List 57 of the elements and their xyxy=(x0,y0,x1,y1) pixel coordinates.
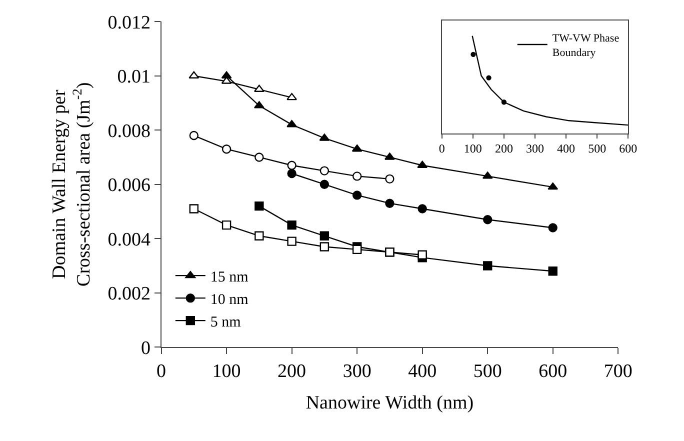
x-tick-label: 700 xyxy=(604,360,632,382)
legend-label: 5 nm xyxy=(210,314,242,330)
legend-label: 15 nm xyxy=(210,269,249,286)
legend-label: 10 nm xyxy=(210,292,249,308)
x-tick-label: 200 xyxy=(278,360,306,382)
y-tick-label: 0.002 xyxy=(108,284,150,304)
legend-label: TW-VW Phase Boundary xyxy=(552,32,620,59)
y-tick-label: 0.006 xyxy=(108,175,150,196)
point xyxy=(385,174,394,184)
x-tick-label: 0 xyxy=(438,142,445,156)
x-axis-title: Nanowire Width (nm) xyxy=(306,392,474,414)
point xyxy=(548,223,558,232)
point xyxy=(483,261,492,270)
point xyxy=(287,160,296,170)
point xyxy=(483,215,492,224)
point xyxy=(352,190,362,200)
point xyxy=(320,180,330,189)
x-tick-label: 0 xyxy=(156,360,166,382)
point xyxy=(320,166,330,176)
point xyxy=(287,168,296,178)
point xyxy=(286,92,298,100)
point xyxy=(352,172,362,181)
point xyxy=(189,204,199,214)
point xyxy=(189,130,199,140)
point xyxy=(254,231,264,240)
x-tick-label: 100 xyxy=(212,360,241,382)
x-tick-label: 300 xyxy=(342,360,372,382)
point xyxy=(352,244,362,254)
point xyxy=(222,220,232,230)
y-tick-label: 0.004 xyxy=(108,229,151,250)
y-tick-label: 0.012 xyxy=(108,12,150,34)
x-tick-label: 200 xyxy=(494,142,513,156)
point xyxy=(320,242,330,252)
point xyxy=(287,236,296,246)
point xyxy=(548,182,558,190)
point xyxy=(254,152,264,162)
x-tick-label: 500 xyxy=(588,142,606,156)
y-tick-label: 0.008 xyxy=(108,120,150,142)
x-tick-label: 300 xyxy=(526,142,544,156)
x-tick-label: 100 xyxy=(464,142,482,156)
x-tick-label: 600 xyxy=(538,360,568,382)
point xyxy=(385,198,394,208)
point xyxy=(320,231,330,240)
point xyxy=(352,144,362,152)
point xyxy=(254,84,264,92)
x-tick-label: 400 xyxy=(408,360,437,382)
point xyxy=(418,250,427,260)
point xyxy=(418,204,427,214)
point xyxy=(287,220,296,230)
x-tick-label: 600 xyxy=(619,142,638,156)
point xyxy=(222,144,232,154)
y-tick-label: 0.01 xyxy=(117,66,150,88)
y-tick-label: 0 xyxy=(140,338,150,359)
point xyxy=(254,201,264,211)
x-tick-label: 500 xyxy=(473,360,502,382)
point xyxy=(548,266,558,276)
x-tick-label: 400 xyxy=(557,142,576,156)
